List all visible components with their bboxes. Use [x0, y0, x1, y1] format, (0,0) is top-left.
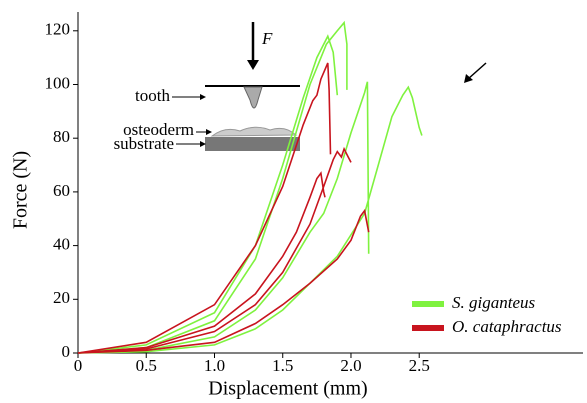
x-tick-label: 2.5 — [409, 356, 430, 375]
curve — [77, 208, 370, 354]
y-tick-label: 60 — [53, 181, 70, 200]
y-tick-label: 100 — [45, 73, 71, 92]
force-label: F — [261, 29, 273, 48]
x-tick-label: 1.5 — [272, 356, 293, 375]
y-tick-label: 80 — [53, 127, 70, 146]
legend-label: S. giganteus — [452, 293, 535, 312]
x-tick-label: 1.0 — [204, 356, 225, 375]
osteoderm-label: osteoderm — [123, 120, 194, 139]
curve — [77, 20, 348, 354]
substrate-label: substrate — [114, 134, 174, 153]
x-tick-label: 0 — [74, 356, 83, 375]
y-tick-label: 0 — [62, 342, 71, 361]
legend-label: O. cataphractus — [452, 317, 562, 336]
curve — [77, 146, 352, 354]
y-tick-label: 20 — [53, 288, 70, 307]
curve — [77, 81, 370, 354]
inset-diagram — [172, 22, 487, 151]
tooth-label: tooth — [135, 86, 170, 105]
x-axis-label: Displacement (mm) — [208, 378, 367, 400]
y-axis-label: Force (N) — [10, 151, 32, 229]
y-tick-label: 120 — [45, 20, 71, 39]
curve — [77, 34, 339, 354]
curve — [77, 62, 332, 354]
x-tick-label: 0.5 — [136, 356, 157, 375]
curve — [77, 171, 326, 354]
x-tick-label: 2.0 — [340, 356, 361, 375]
y-tick-label: 40 — [53, 235, 70, 254]
